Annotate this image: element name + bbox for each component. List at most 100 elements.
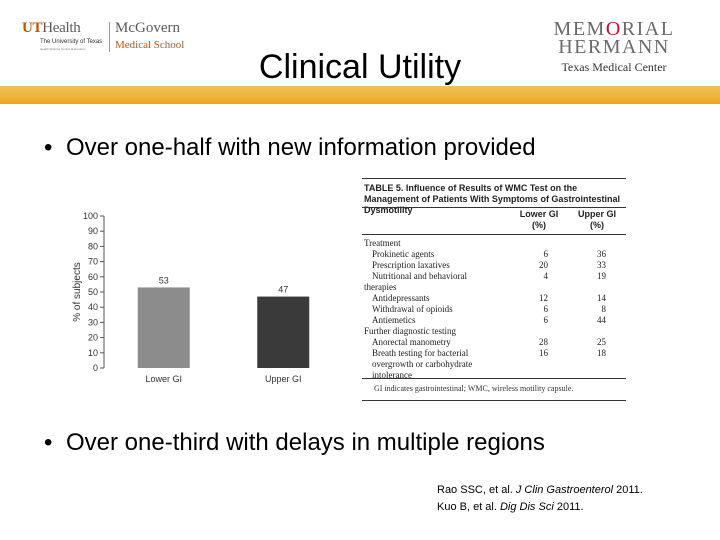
- table-caption: TABLE 5. Influence of Results of WMC Tes…: [364, 183, 620, 215]
- y-tick-label: 90: [88, 226, 98, 236]
- col-lower-gi-label: Lower GI: [519, 209, 559, 219]
- table-row: Antidepressants 12 14: [364, 293, 626, 303]
- table-row-label: Nutritional and behavioral: [372, 271, 467, 281]
- table-cell-lower-gi: 12: [539, 293, 548, 303]
- memorial-hermann-logo: MEMORIAL HERMANN Texas Medical Center: [550, 18, 678, 74]
- bullet-dot: •: [44, 134, 53, 161]
- table-row: Prokinetic agents 6 36: [364, 249, 626, 259]
- table-cell-upper-gi: 36: [597, 249, 606, 259]
- y-tick-label: 40: [88, 302, 98, 312]
- table-cell-lower-gi: 16: [539, 348, 548, 358]
- table-cell-upper-gi: 14: [597, 293, 606, 303]
- bullet-1: • Over one-half with new information prov…: [44, 134, 536, 162]
- reference-1: Rao SSC, et al. J Clin Gastroenterol 201…: [437, 482, 643, 499]
- table-row: Antiemetics 6 44: [364, 315, 626, 325]
- y-tick-label: 0: [93, 363, 98, 373]
- table-cell-upper-gi: 33: [597, 260, 606, 270]
- table-row: Nutritional and behavioral 4 19: [364, 271, 626, 281]
- table-row-label: Antiemetics: [372, 315, 416, 325]
- ref2-authors: Kuo B, et al.: [437, 501, 500, 513]
- mh-line1-b: RIAL: [621, 18, 675, 40]
- ut-tagline: The University of Texas: [40, 39, 103, 45]
- bar-chart: 0 10 20 30 40 50 60 70 80 90 100 % of subjects 53 Low…: [68, 200, 350, 400]
- table-5-figure: TABLE 5. Influence of Results of WMC Tes…: [362, 178, 628, 403]
- table-cell-upper-gi: 8: [601, 304, 607, 314]
- mh-line1-o: O: [605, 18, 622, 40]
- table-cell-lower-gi: 6: [543, 315, 549, 325]
- bullet-2-text: Over one-third with delays in multiple r…: [66, 429, 545, 456]
- y-tick-label: 10: [88, 348, 98, 358]
- table-row: Withdrawal of opioids 6 8: [364, 304, 626, 314]
- x-category-label: Lower GI: [145, 374, 182, 384]
- table-cell-lower-gi: 4: [543, 271, 549, 281]
- y-tick-label: 70: [88, 257, 98, 267]
- mh-line3: Texas Medical Center: [561, 60, 667, 74]
- table-row-label: therapies: [364, 282, 397, 292]
- references: Rao SSC, et al. J Clin Gastroenterol 201…: [437, 482, 643, 516]
- ref2-journal: Dig Dis Sci: [499, 501, 554, 513]
- ut-text: UT: [22, 20, 43, 36]
- logo-divider: [109, 22, 110, 52]
- table-row: Treatment: [364, 238, 626, 248]
- table-row-label: Prokinetic agents: [372, 249, 435, 259]
- y-tick-label: 100: [83, 211, 98, 221]
- mh-line1-a: MEM: [553, 18, 606, 40]
- bullet-2: • Over one-third with delays in multiple …: [44, 429, 545, 457]
- col-upper-gi-label: Upper GI: [577, 209, 616, 219]
- table-col-upper-gi: Upper GI (%): [570, 209, 624, 231]
- slide-title: Clinical Utility: [258, 48, 462, 86]
- mh-line2: HERMANN: [558, 36, 670, 58]
- bar-upper-gi: [257, 296, 310, 368]
- table-row: intolerance: [364, 370, 626, 380]
- table-footnote: GI indicates gastrointestinal; WMC, wire…: [374, 384, 574, 393]
- bar-lower-gi: [137, 287, 190, 368]
- table-row: Prescription laxatives 20 33: [364, 260, 626, 270]
- bar-data-label: 47: [278, 285, 288, 295]
- table-cell-lower-gi: 28: [539, 337, 548, 347]
- table-row-label: Prescription laxatives: [372, 260, 450, 270]
- table-row-label: Further diagnostic testing: [364, 326, 456, 336]
- table-row-label: Withdrawal of opioids: [372, 304, 453, 314]
- table-bottom-rule: [362, 378, 626, 379]
- table-cell-lower-gi: 6: [543, 304, 549, 314]
- x-category-label: Upper GI: [265, 374, 302, 384]
- table-cell-upper-gi: 25: [597, 337, 606, 347]
- mcgovern-name: McGovern: [115, 20, 180, 36]
- y-tick-label: 30: [88, 317, 98, 327]
- y-tick-label: 80: [88, 241, 98, 251]
- mh-line1: MEMORIAL: [550, 18, 678, 40]
- y-tick-label: 20: [88, 333, 98, 343]
- table-row-label: overgrowth or carbohydrate: [372, 359, 473, 369]
- table-cell-upper-gi: 44: [597, 315, 606, 325]
- ut-health-mcgovern-logo: UTHealth The University of Texas Health …: [22, 20, 194, 60]
- ref2-year: 2011.: [553, 501, 584, 513]
- table-header-rule: [362, 207, 626, 208]
- medical-school-name: Medical School: [115, 39, 185, 51]
- table-top-rule: [362, 178, 626, 179]
- y-tick-label: 50: [88, 287, 98, 297]
- col-upper-gi-unit: (%): [590, 220, 604, 230]
- ut-health-wordmark: UTHealth: [22, 20, 81, 37]
- bullet-1-text: Over one-half with new information provi…: [66, 134, 536, 161]
- table-row-label: intolerance: [372, 370, 412, 380]
- y-axis-label: % of subjects: [72, 262, 83, 321]
- table-cell-lower-gi: 20: [539, 260, 548, 270]
- ut-tagline-small: Health Science Center at Houston: [40, 47, 86, 51]
- bar-chart-svg: 0 10 20 30 40 50 60 70 80 90 100 % of subjects 53 Low…: [72, 211, 310, 384]
- table-row: Breath testing for bacterial 16 18: [364, 348, 626, 358]
- col-lower-gi-unit: (%): [532, 220, 546, 230]
- ref1-authors: Rao SSC, et al.: [437, 484, 516, 496]
- table-col-lower-gi: Lower GI (%): [512, 209, 566, 231]
- table-row: Further diagnostic testing: [364, 326, 626, 336]
- table-row-label: Treatment: [364, 238, 401, 248]
- table-cell-upper-gi: 19: [597, 271, 606, 281]
- table-row: Anorectal manometry 28 25: [364, 337, 626, 347]
- table-row: overgrowth or carbohydrate: [364, 359, 626, 369]
- table-row-label: Anorectal manometry: [372, 337, 451, 347]
- bullet-dot: •: [44, 429, 53, 456]
- bar-data-label: 53: [159, 275, 169, 285]
- ref1-year: 2011.: [613, 484, 643, 496]
- table-row-label: Breath testing for bacterial: [372, 348, 469, 358]
- reference-2: Kuo B, et al. Dig Dis Sci 2011.: [437, 499, 643, 516]
- table-row: therapies: [364, 282, 626, 292]
